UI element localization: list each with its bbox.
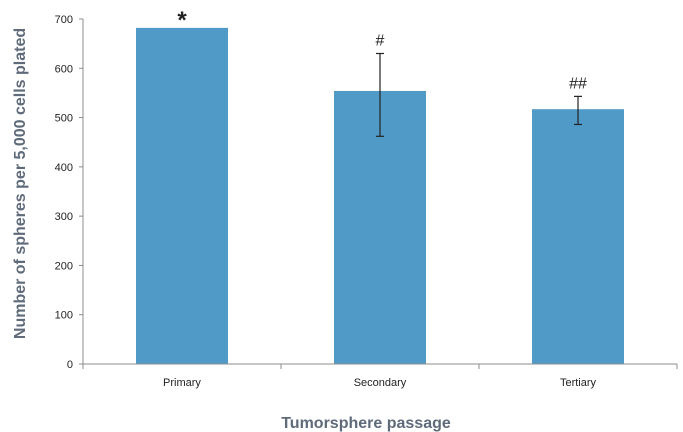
y-tick-label: 200 <box>55 260 73 272</box>
significance-annotation: # <box>376 33 385 50</box>
x-tick-label: Primary <box>163 377 201 389</box>
y-tick-label: 400 <box>55 162 73 174</box>
annotations-layer: *### <box>177 7 587 93</box>
axes-layer <box>82 19 677 365</box>
y-ticks-layer: 0 100 200 300 400 500 600 700 <box>55 14 83 371</box>
bar-tertiary <box>532 109 624 364</box>
bars-layer <box>136 27 624 364</box>
y-tick-label: 300 <box>55 211 73 223</box>
y-tick-label: 500 <box>55 113 73 125</box>
x-tick-label: Secondary <box>354 377 407 389</box>
significance-annotation: * <box>177 7 187 34</box>
x-tick-label: Tertiary <box>560 377 597 389</box>
significance-annotation: ## <box>569 75 587 92</box>
y-tick-label: 100 <box>55 310 73 322</box>
error-bars-layer <box>376 52 582 137</box>
x-ticks-layer: Primary Secondary Tertiary <box>82 364 678 389</box>
y-tick-label: 700 <box>55 14 73 26</box>
y-tick-label: 0 <box>67 359 73 371</box>
y-axis-title: Number of spheres per 5,000 cells plated <box>12 28 29 339</box>
y-tick-label: 600 <box>55 63 73 75</box>
x-axis-title: Tumorsphere passage <box>281 415 451 432</box>
bar-primary <box>136 27 228 364</box>
